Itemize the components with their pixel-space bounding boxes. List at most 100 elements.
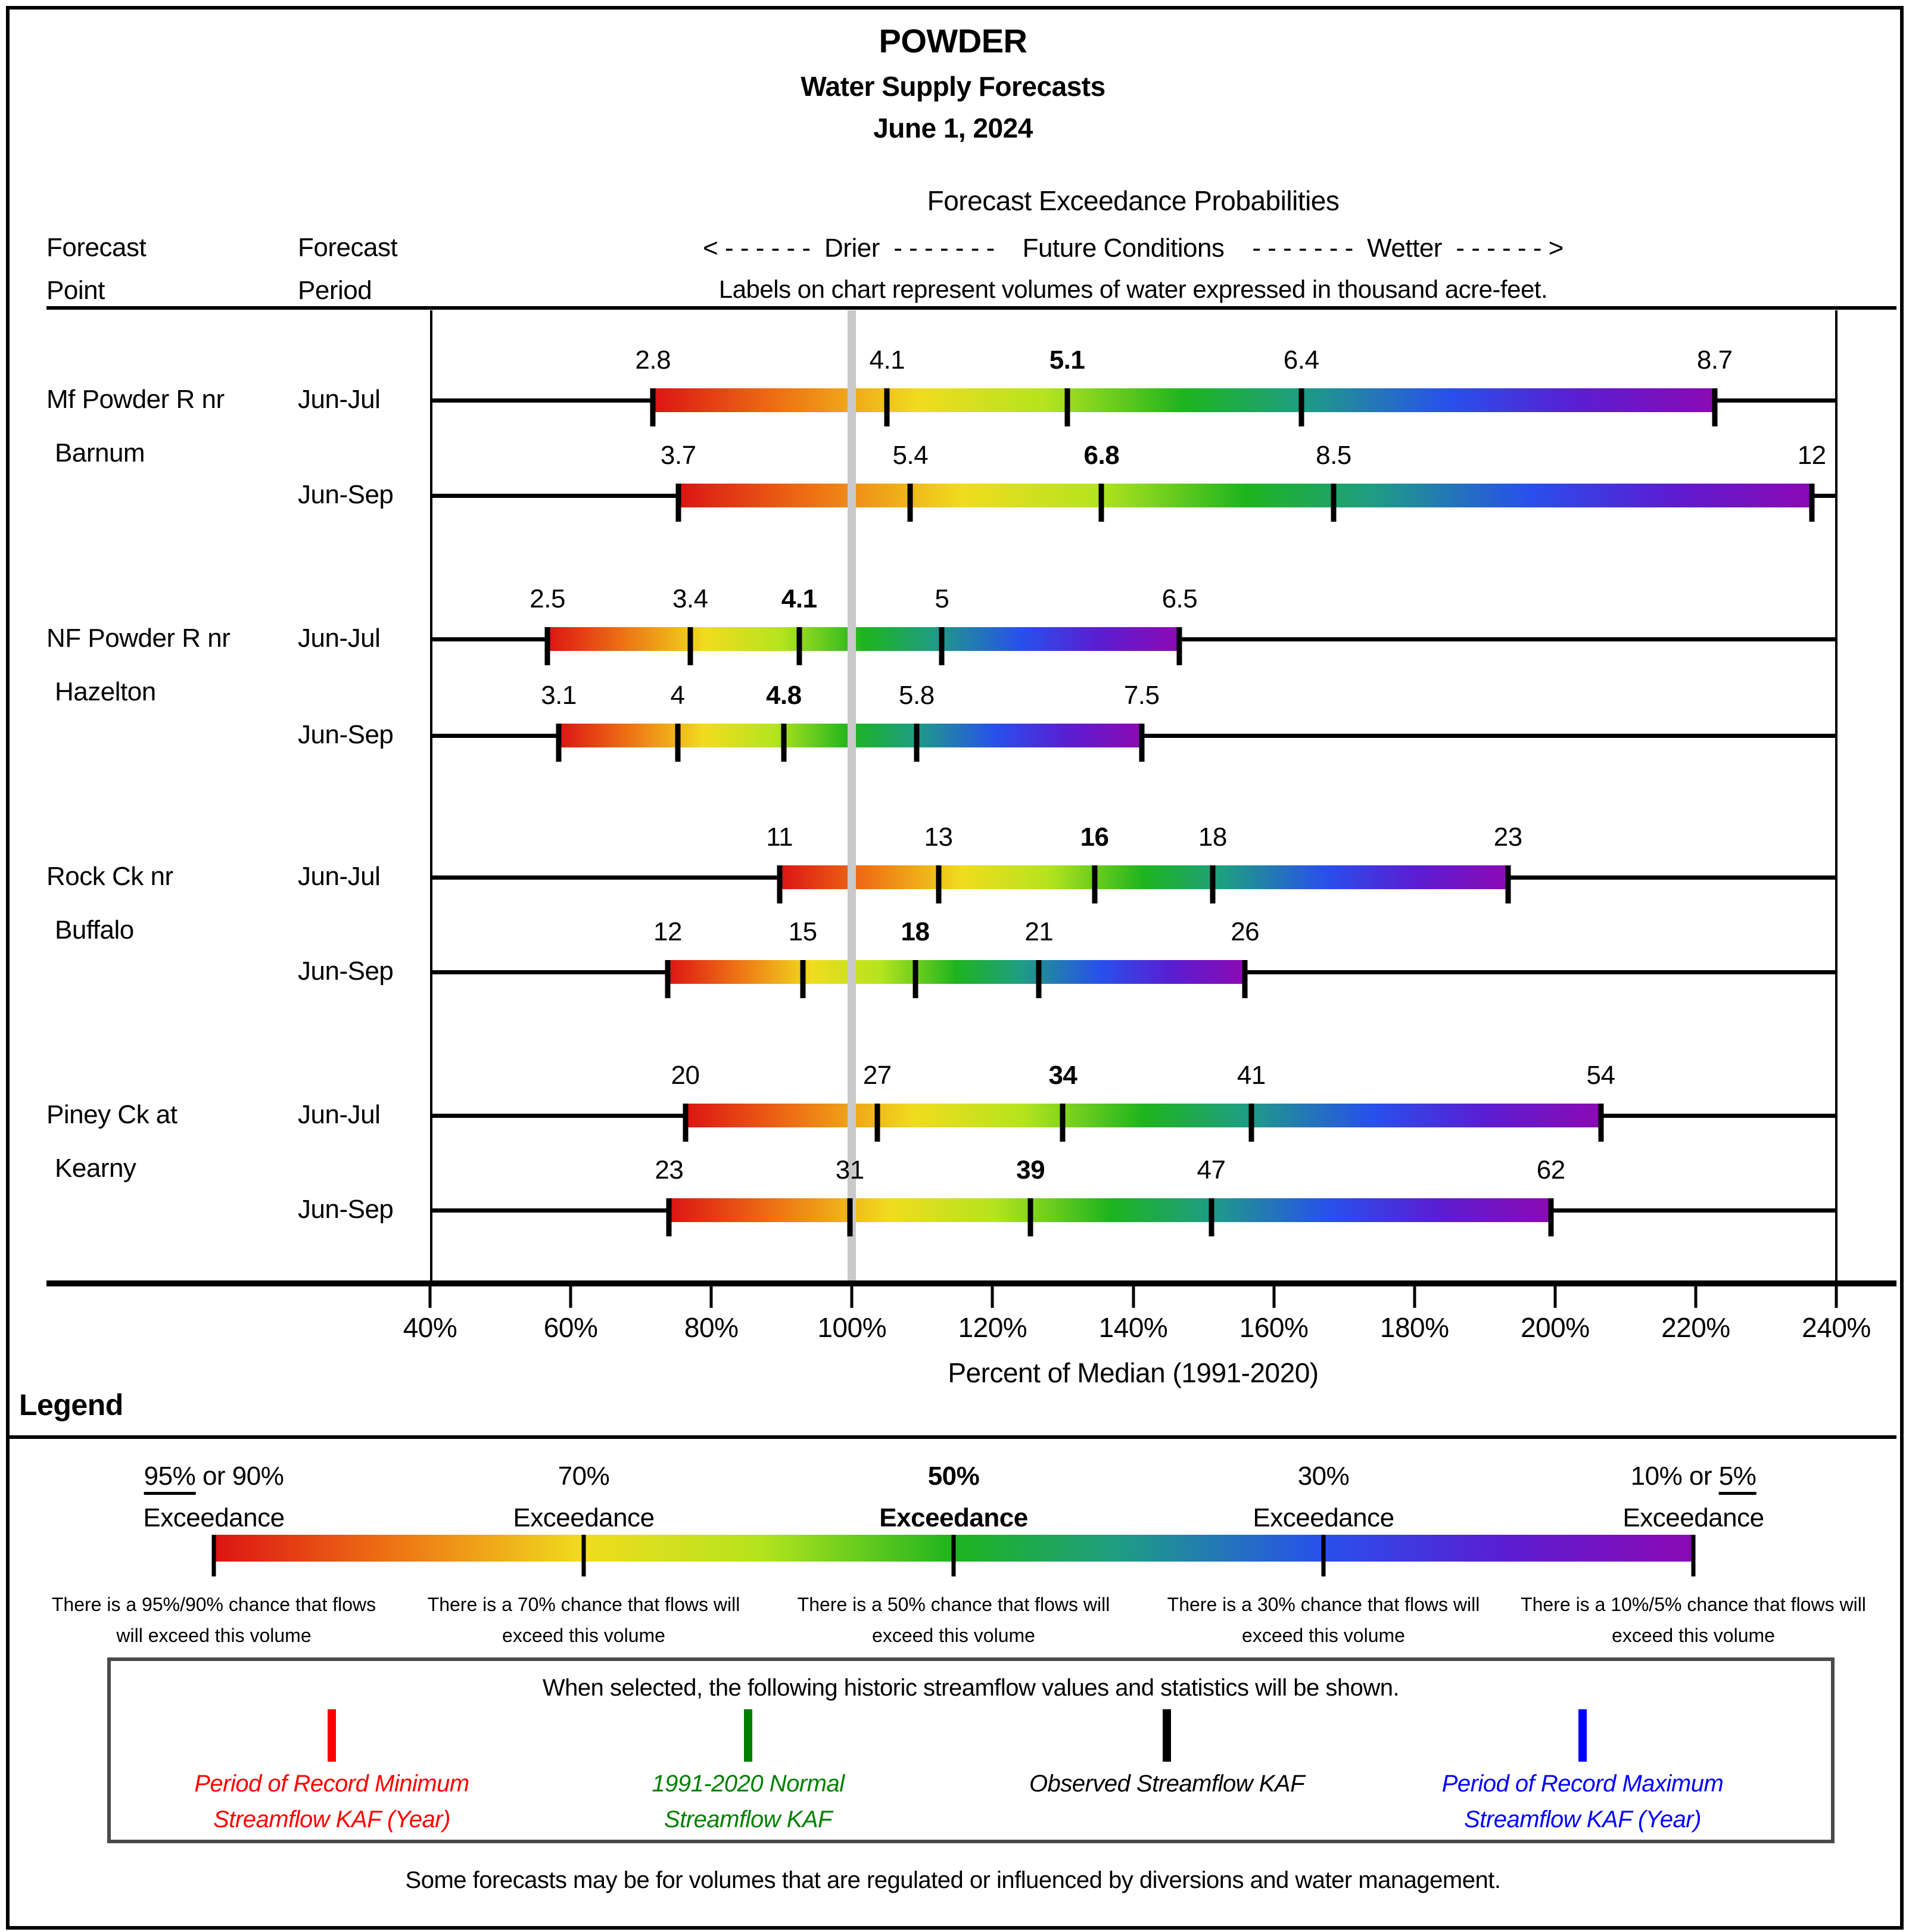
x-axis-tick (1413, 1286, 1416, 1308)
column-header-forecast-point: Forecast Point (46, 233, 147, 305)
historic-marker (744, 1709, 752, 1762)
drier-wetter-scale: < - - - - - - Drier - - - - - - - Future… (703, 233, 1564, 263)
exceedance-tick (1027, 1198, 1033, 1236)
exceedance-tick (1809, 484, 1815, 522)
legend-explanation: There is a 30% chance that flows will ex… (1167, 1594, 1480, 1646)
exceedance-tick (874, 1104, 880, 1142)
forecast-value-label: 18 (901, 917, 930, 946)
forecast-point-label: Rock Ck nr (46, 862, 173, 891)
legend-explanation: There is a 70% chance that flows will ex… (427, 1594, 740, 1646)
forecast-point-label: Piney Ck at (46, 1100, 177, 1129)
forecast-range-bar (547, 627, 1180, 651)
x-axis-tick-label: 40% (403, 1312, 457, 1343)
forecast-value-label: 11 (766, 822, 793, 852)
historic-box-title: When selected, the following historic st… (542, 1675, 1400, 1701)
forecast-value-label: 18 (1198, 822, 1227, 852)
x-axis-tick (709, 1286, 713, 1308)
exceedance-tick (1036, 960, 1042, 998)
x-axis-tick (1132, 1286, 1135, 1308)
legend-explanation: There is a 50% chance that flows will ex… (797, 1594, 1110, 1646)
forecast-value-label: 54 (1586, 1061, 1615, 1090)
exceedance-tick (1242, 960, 1248, 998)
legend-entry-word: Exceedance (1253, 1503, 1394, 1532)
historic-marker-label-line: Streamflow KAF (Year) (213, 1806, 450, 1833)
x-axis-tick (428, 1286, 432, 1308)
x-axis-tick (1272, 1286, 1276, 1308)
exceedance-tick (675, 484, 681, 522)
forecast-value-label: 3.4 (672, 584, 708, 613)
exceedance-tick (1548, 1198, 1554, 1236)
exceedance-tick (914, 724, 920, 762)
exceedance-tick (1064, 388, 1070, 426)
x-axis-tick (1835, 1286, 1838, 1308)
page-title: POWDER (879, 22, 1028, 60)
bar-whisker-right (1245, 970, 1836, 974)
forecast-value-label: 62 (1536, 1155, 1565, 1185)
exceedance-tick (666, 1198, 672, 1236)
bar-whisker-right (1714, 398, 1836, 403)
legend-value: 70% (558, 1462, 610, 1491)
units-note: Labels on chart represent volumes of wat… (718, 275, 1548, 303)
legend-value: 50% (927, 1462, 980, 1491)
forecast-value-label: 6.5 (1161, 584, 1198, 613)
forecast-value-label: 5.8 (899, 681, 935, 710)
forecast-value-label: 26 (1231, 917, 1260, 946)
forecast-value-label: 5.4 (892, 441, 929, 470)
historic-marker (328, 1709, 336, 1762)
legend-tick (581, 1535, 586, 1576)
forecast-value-label: 8.7 (1696, 345, 1733, 375)
bar-whisker-right (1550, 1208, 1836, 1213)
exceedance-tick (544, 627, 550, 665)
footer-note: Some forecasts may be for volumes that a… (405, 1867, 1501, 1893)
legend-underlined-value: 5% (1718, 1462, 1756, 1495)
exceedance-heading: Forecast Exceedance Probabilities (927, 185, 1340, 216)
exceedance-tick (1598, 1104, 1604, 1142)
historic-marker-label-line: Streamflow KAF (Year) (1464, 1806, 1701, 1833)
exceedance-tick (884, 388, 890, 426)
exceedance-tick (665, 960, 671, 998)
exceedance-tick (847, 1198, 853, 1236)
historic-marker-label: Observed Streamflow KAF (958, 1766, 1375, 1802)
exceedance-tick (939, 627, 945, 665)
historic-stats-box (107, 1657, 1835, 1843)
legend-entry-level: 95% or 90% (144, 1456, 284, 1497)
forecast-period-label: Jun-Sep (298, 956, 394, 986)
bar-whisker-left (430, 1114, 686, 1118)
legend-entry-word: Exceedance (879, 1503, 1028, 1532)
forecast-range-bar (678, 484, 1812, 507)
historic-marker-label-line: Streamflow KAF (664, 1806, 832, 1833)
forecast-range-bar (685, 1104, 1601, 1127)
forecast-period-label: Jun-Jul (298, 385, 381, 414)
legend-entry-word: Exceedance (1622, 1503, 1764, 1532)
forecast-value-label: 12 (1797, 441, 1826, 470)
exceedance-tick (1209, 1198, 1214, 1236)
forecast-range-bar (668, 960, 1245, 984)
legend-entry-level: 70% (558, 1456, 610, 1497)
forecast-value-label: 31 (835, 1155, 864, 1185)
forecast-value-label: 21 (1024, 917, 1054, 946)
legend-entry-word: Exceedance (143, 1503, 285, 1532)
x-axis-tick-label: 120% (958, 1312, 1027, 1343)
exceedance-tick (1248, 1104, 1254, 1142)
forecast-range-bar (669, 1198, 1551, 1222)
bar-whisker-left (430, 875, 780, 880)
legend-entry-level: 10% or 5% (1631, 1456, 1756, 1497)
forecast-value-label: 7.5 (1123, 681, 1160, 710)
exceedance-tick (1060, 1104, 1066, 1142)
exceedance-tick (912, 960, 918, 998)
exceedance-tick (675, 724, 681, 762)
bar-whisker-right (1600, 1114, 1836, 1118)
exceedance-tick (796, 627, 802, 665)
legend-entry-level: 30% (1298, 1456, 1350, 1497)
page-date: June 1, 2024 (873, 113, 1033, 144)
exceedance-tick (777, 865, 783, 903)
legend-heading: Legend (19, 1388, 123, 1422)
forecast-value-label: 8.5 (1316, 441, 1351, 470)
x-axis-tick (1553, 1286, 1557, 1308)
exceedance-tick (1712, 388, 1718, 426)
x-axis-tick-label: 80% (684, 1312, 739, 1343)
x-axis-tick-label: 220% (1661, 1312, 1730, 1343)
forecast-value-label: 15 (788, 917, 817, 946)
legend-divider (10, 1435, 1896, 1439)
